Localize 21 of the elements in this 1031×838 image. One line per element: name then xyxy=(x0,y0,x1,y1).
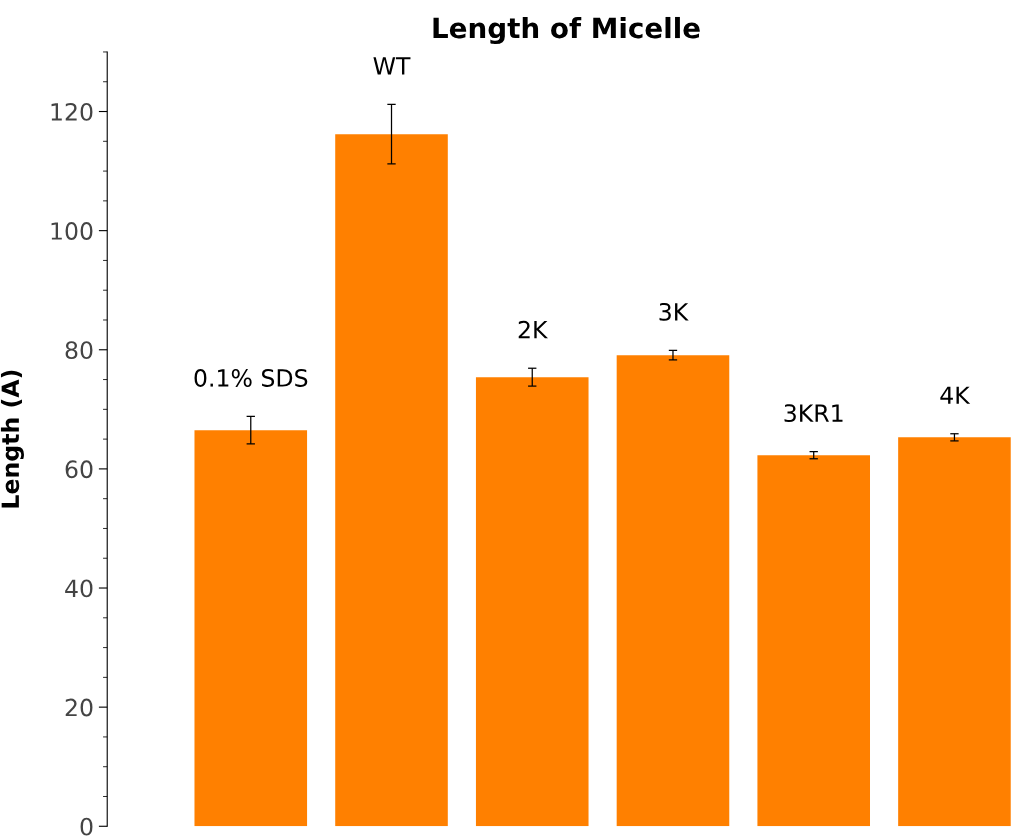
y-tick-label: 60 xyxy=(65,460,93,479)
x-tick-label: 3K xyxy=(659,302,689,321)
chart-title: Length of Micelle xyxy=(433,16,700,45)
x-tick-label: 4K xyxy=(940,386,971,404)
x-tick-label: 3KR1 xyxy=(784,404,843,423)
y-axis-title: Length (A) xyxy=(0,370,24,508)
bar xyxy=(194,430,308,827)
y-tick-label: 100 xyxy=(51,222,93,240)
y-tick-label: 40 xyxy=(65,579,93,598)
bar xyxy=(335,134,448,827)
bar xyxy=(616,355,730,827)
x-tick-label: WT xyxy=(373,57,411,75)
x-tick-label: 0.1% SDS xyxy=(194,369,308,387)
y-tick-label: 120 xyxy=(51,102,93,121)
bar xyxy=(475,377,589,827)
y-tick-label: 80 xyxy=(65,341,93,360)
y-tick-label: 20 xyxy=(65,698,93,717)
bar xyxy=(898,437,1011,827)
x-tick-label: 2K xyxy=(518,320,548,339)
y-tick-label: 0 xyxy=(80,817,93,836)
bar xyxy=(757,455,871,827)
